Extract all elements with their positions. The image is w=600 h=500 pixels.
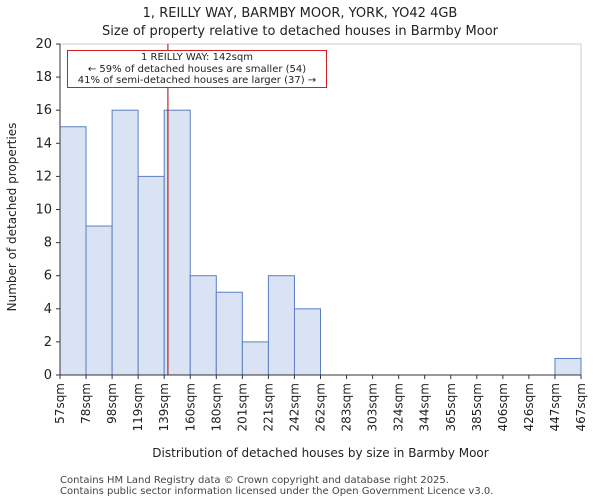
x-tick-label: 283sqm [340, 383, 354, 431]
x-tick-label: 160sqm [183, 383, 197, 431]
y-tick-label: 8 [44, 236, 52, 251]
chart-title: 1, REILLY WAY, BARMBY MOOR, YORK, YO42 4… [142, 6, 458, 21]
x-tick-label: 139sqm [157, 383, 171, 431]
y-tick-label: 10 [35, 203, 52, 218]
bar [267, 275, 295, 376]
property-annotation: 1 REILLY WAY: 142sqm ← 59% of detached h… [67, 50, 327, 88]
x-tick-label: 344sqm [418, 383, 432, 431]
bar [189, 275, 217, 376]
annotation-line-3: 41% of semi-detached houses are larger (… [77, 75, 317, 86]
y-tick-label: 0 [44, 368, 52, 383]
y-tick-label: 18 [35, 70, 52, 85]
bar [59, 126, 87, 376]
x-tick-label: 324sqm [392, 383, 406, 431]
x-tick-label: 365sqm [444, 383, 458, 431]
x-tick-label: 406sqm [496, 383, 510, 431]
x-axis-label: Distribution of detached houses by size … [152, 446, 489, 460]
annotation-line-1: 1 REILLY WAY: 142sqm [141, 52, 253, 63]
y-tick-label: 16 [35, 103, 52, 118]
bar [137, 175, 165, 376]
bar [85, 225, 113, 376]
footer-line-2: Contains public sector information licen… [60, 486, 494, 497]
x-tick-label: 426sqm [522, 383, 536, 431]
x-tick-label: 98sqm [105, 383, 119, 424]
y-tick-label: 6 [44, 269, 52, 284]
x-tick-label: 57sqm [53, 383, 67, 424]
annotation-line-2: ← 59% of detached houses are smaller (54… [87, 63, 307, 75]
y-tick-label: 20 [35, 37, 52, 52]
x-tick-label: 467sqm [574, 383, 588, 431]
y-tick-label: 14 [35, 136, 52, 151]
x-tick-label: 242sqm [287, 383, 301, 431]
x-tick-label: 262sqm [314, 383, 328, 431]
y-tick-label: 12 [35, 169, 52, 184]
x-tick-label: 119sqm [131, 383, 145, 431]
bar [293, 308, 322, 376]
x-tick-label: 180sqm [209, 383, 223, 431]
x-tick-label: 221sqm [261, 383, 275, 431]
chart-subtitle: Size of property relative to detached ho… [102, 24, 498, 39]
bar [241, 341, 269, 376]
x-tick-label: 78sqm [79, 383, 93, 424]
x-tick-label: 303sqm [366, 383, 380, 431]
y-axis-label: Number of detached properties [5, 122, 19, 312]
bar [215, 291, 243, 376]
x-tick-label: 385sqm [470, 383, 484, 431]
footer-line-1: Contains HM Land Registry data © Crown c… [60, 475, 449, 486]
y-tick-label: 2 [44, 335, 52, 350]
x-tick-label: 447sqm [548, 383, 562, 431]
bar [111, 109, 139, 376]
bar [554, 357, 582, 376]
x-tick-label: 201sqm [235, 383, 249, 431]
y-tick-label: 4 [44, 302, 52, 317]
